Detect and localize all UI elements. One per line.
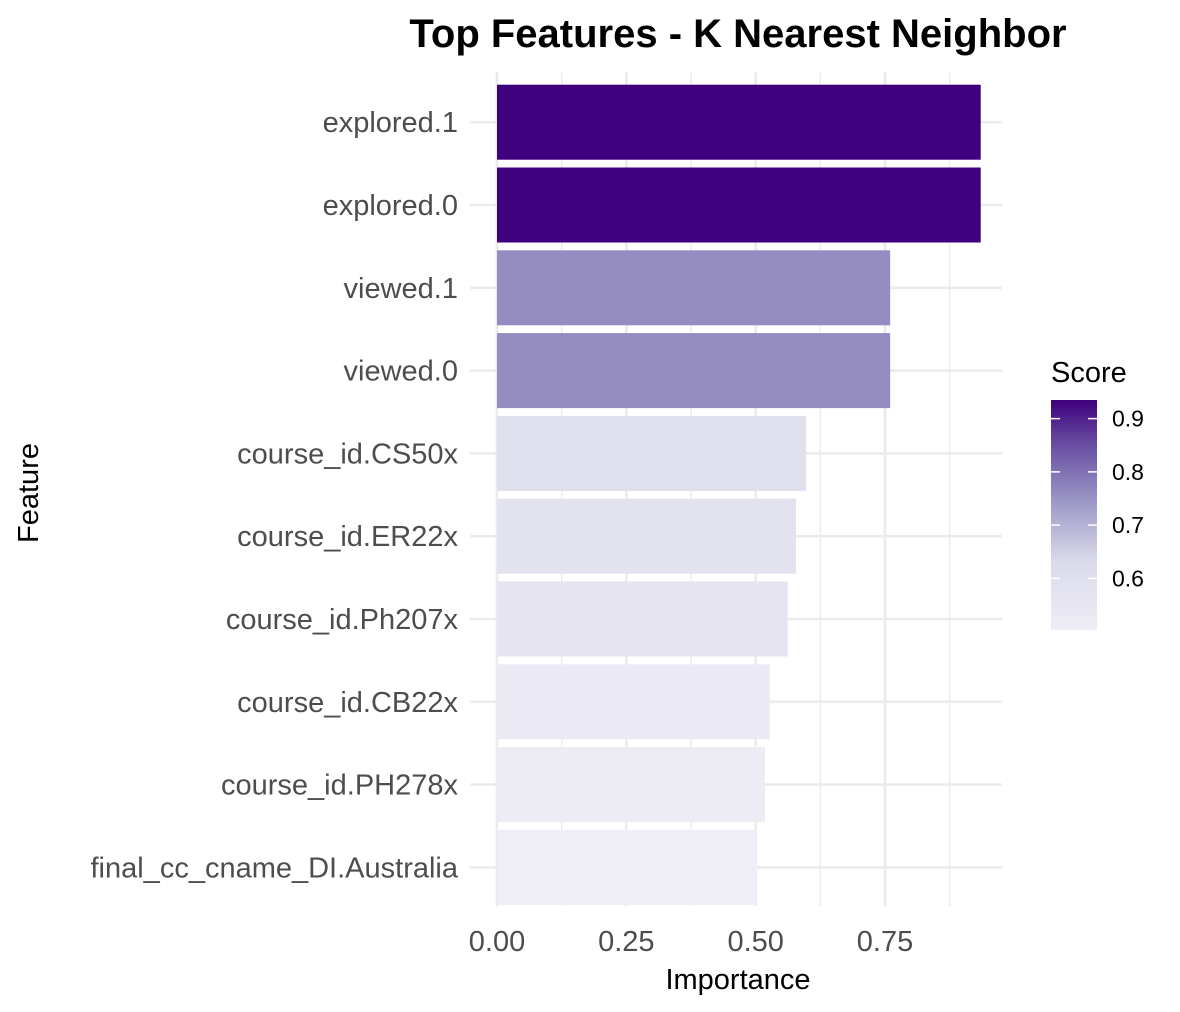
category-label: course_id.CS50x <box>237 438 458 470</box>
category-label: explored.1 <box>323 107 458 139</box>
bar <box>497 829 758 905</box>
category-label: course_id.ER22x <box>237 521 458 553</box>
bar <box>497 747 765 823</box>
bar <box>497 333 891 409</box>
x-tick-label: 0.75 <box>857 926 913 958</box>
category-label: viewed.1 <box>344 273 458 305</box>
legend-ticks: 0.9 0.8 0.7 0.6 <box>1051 406 1144 591</box>
category-label: viewed.0 <box>344 356 458 388</box>
x-axis-title: Importance <box>665 964 810 996</box>
legend-tick-label: 0.8 <box>1112 459 1144 485</box>
bar <box>497 581 788 657</box>
bar <box>497 415 806 491</box>
y-axis-title: Feature <box>13 443 45 543</box>
bar <box>497 664 770 740</box>
legend-tick-label: 0.7 <box>1112 512 1144 538</box>
legend: Score 0.9 0.8 0.7 0.6 <box>1051 357 1144 630</box>
legend-tick-label: 0.6 <box>1112 565 1144 591</box>
bar <box>497 250 891 326</box>
legend-colorbar <box>1051 400 1097 630</box>
legend-tick-label: 0.9 <box>1112 406 1144 432</box>
bar <box>497 498 797 574</box>
x-tick-labels: 0.00 0.25 0.50 0.75 <box>469 926 913 958</box>
x-tick-label: 0.00 <box>469 926 525 958</box>
bar <box>497 84 981 160</box>
category-label: course_id.Ph207x <box>226 604 459 636</box>
x-tick-label: 0.50 <box>727 926 783 958</box>
bars <box>497 84 981 905</box>
category-labels: explored.1 explored.0 viewed.1 viewed.0 cour… <box>90 107 458 884</box>
category-label: course_id.PH278x <box>221 770 458 802</box>
category-label: final_cc_cname_DI.Australia <box>90 852 458 884</box>
chart-title: Top Features - K Nearest Neighbor <box>409 12 1066 56</box>
category-label: course_id.CB22x <box>237 687 458 719</box>
x-tick-label: 0.25 <box>598 926 654 958</box>
legend-title: Score <box>1051 357 1127 389</box>
category-label: explored.0 <box>323 190 458 222</box>
bar <box>497 167 981 243</box>
